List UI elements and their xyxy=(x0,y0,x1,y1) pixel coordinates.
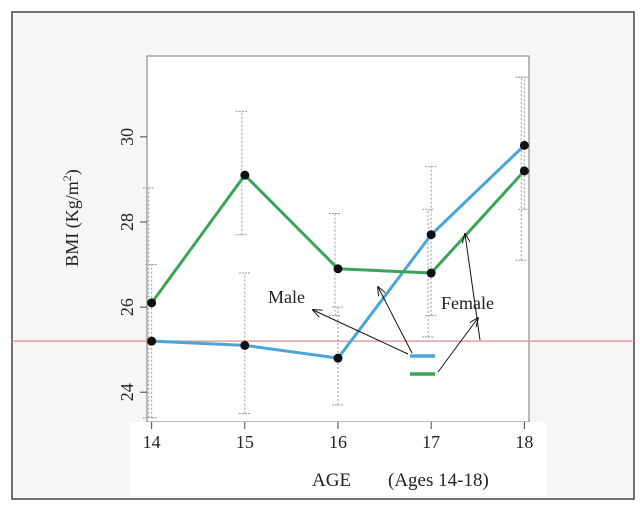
point-female-16 xyxy=(333,264,343,274)
y-tick-label-24: 24 xyxy=(117,383,137,401)
x-axis-label: AGE xyxy=(312,470,351,491)
y-axis-label-sup: 2 xyxy=(60,175,74,181)
ticks-layer: 14 15 16 17 18 24 26 28 30 xyxy=(117,128,533,452)
x-tick-label-17: 17 xyxy=(422,432,440,452)
x-tick-label-14: 14 xyxy=(143,432,161,452)
x-tick-label-16: 16 xyxy=(329,432,347,452)
y-axis-label-end: ) xyxy=(62,169,83,175)
point-male-15 xyxy=(240,340,250,350)
y-tick-label-26: 26 xyxy=(117,298,137,316)
points-layer xyxy=(147,140,529,363)
point-male-18 xyxy=(519,140,529,150)
point-female-15 xyxy=(240,170,250,180)
arrow-to-female-label xyxy=(437,318,478,373)
y-axis-label-main: BMI (Kg/m xyxy=(62,181,83,267)
arrow-to-male-label xyxy=(313,310,409,355)
x-tick-label-18: 18 xyxy=(515,432,533,452)
x-axis-panel xyxy=(130,422,546,496)
male-annotation: Male xyxy=(268,287,305,307)
point-female-14 xyxy=(147,298,157,308)
point-female-17 xyxy=(426,268,436,278)
y-tick-label-30: 30 xyxy=(117,128,137,146)
arrow-to-male-line xyxy=(378,287,413,354)
point-male-14 xyxy=(147,336,157,346)
y-tick-label-28: 28 xyxy=(117,213,137,231)
arrow-to-female-line xyxy=(465,234,481,341)
errorbar-layer xyxy=(142,76,531,419)
point-male-16 xyxy=(333,353,343,363)
point-female-18 xyxy=(519,166,529,176)
x-tick-label-15: 15 xyxy=(236,432,254,452)
y-axis-label: BMI (Kg/m2) xyxy=(60,169,83,267)
female-annotation: Female xyxy=(441,293,494,313)
point-male-17 xyxy=(426,230,436,240)
x-axis-label-note: (Ages 14-18) xyxy=(388,470,489,491)
